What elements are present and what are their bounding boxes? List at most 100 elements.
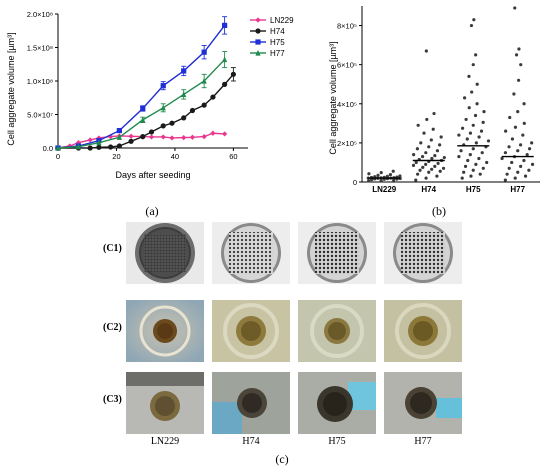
data-point (442, 155, 446, 160)
data-point (457, 133, 461, 137)
closeup-image (298, 372, 376, 434)
data-point (468, 153, 472, 157)
scatter-chart: 0 2×10⁵ 4×10⁵ 6×10⁵ 8×10⁵ Cell aggregate volu… (328, 6, 540, 194)
legend-label: H77 (270, 49, 285, 58)
data-point (391, 169, 395, 173)
data-point (522, 121, 526, 125)
series-line (57, 24, 226, 149)
data-point (517, 47, 521, 51)
data-point (519, 63, 523, 67)
data-point (475, 102, 479, 106)
data-point (463, 96, 467, 100)
data-point (477, 156, 481, 161)
data-point (128, 133, 134, 139)
x-tick-label: H75 (466, 185, 481, 194)
data-point (222, 131, 228, 137)
data-point (459, 149, 463, 153)
data-point (471, 168, 475, 172)
data-point (181, 135, 187, 141)
data-point (519, 164, 523, 168)
data-point (469, 23, 474, 28)
legend: LN229 H74 H75 H77 (250, 16, 294, 58)
data-point (418, 168, 422, 172)
data-point (75, 143, 82, 150)
data-point (255, 49, 261, 56)
data-point (433, 154, 437, 158)
data-point (481, 120, 485, 124)
data-point (468, 131, 473, 135)
data-point (479, 129, 484, 133)
data-point (514, 53, 519, 57)
data-point (513, 176, 517, 180)
data-point (475, 82, 479, 86)
data-point (411, 163, 416, 167)
data-point (189, 134, 196, 140)
data-point (416, 123, 420, 127)
data-point (510, 160, 514, 165)
data-point (222, 56, 228, 63)
legend-label: LN229 (270, 16, 294, 25)
data-point (503, 151, 508, 155)
data-point (160, 104, 166, 111)
points-ln229 (366, 169, 402, 183)
data-point (530, 162, 535, 166)
data-point (420, 154, 425, 159)
data-point (222, 22, 228, 28)
well-plate-image (126, 222, 204, 284)
data-point (398, 174, 402, 178)
points-h77 (500, 6, 535, 182)
data-point (230, 71, 236, 77)
data-point (160, 134, 166, 140)
data-point (140, 116, 146, 123)
data-point (518, 143, 523, 147)
data-point (367, 172, 371, 176)
data-point (486, 139, 491, 143)
data-point (439, 135, 443, 139)
data-point (210, 130, 216, 136)
spheroid-image (384, 300, 462, 362)
data-point (116, 143, 122, 149)
col-label-ln229: LN229 (150, 436, 180, 447)
data-point (462, 170, 466, 174)
legend-label: H74 (270, 27, 285, 36)
data-point (430, 156, 434, 161)
data-point (414, 160, 418, 165)
x-tick-label: LN229 (372, 185, 397, 194)
data-point (470, 90, 474, 94)
data-point (96, 139, 102, 146)
data-point (530, 141, 534, 145)
spheroid-image (298, 300, 376, 362)
data-point (510, 137, 515, 141)
x-axis-label: Days after seeding (115, 170, 190, 180)
data-point (116, 134, 122, 140)
y-tick-label: 0 (353, 178, 357, 187)
data-point (435, 174, 439, 178)
data-point (416, 172, 420, 176)
data-point (424, 49, 428, 53)
well-plate-image (298, 222, 376, 284)
data-point (521, 133, 525, 137)
y-tick-label: 1.0×10⁸ (27, 77, 53, 86)
data-point (513, 6, 517, 10)
data-point (457, 154, 461, 159)
data-point (481, 166, 485, 170)
data-point (415, 147, 419, 151)
data-point (429, 138, 433, 142)
data-point (140, 105, 146, 112)
data-point (431, 127, 435, 131)
data-point (508, 115, 512, 120)
data-point (522, 102, 526, 106)
points-h74 (411, 49, 446, 182)
x-tick-label: H77 (510, 185, 525, 194)
data-point (255, 17, 261, 23)
data-point (465, 137, 469, 141)
y-tick-label: 0.0 (43, 144, 53, 153)
data-point (474, 53, 478, 57)
data-point (500, 156, 504, 161)
data-point (523, 174, 528, 178)
col-label-h75: H75 (328, 436, 346, 447)
spheroid-image (212, 300, 290, 362)
data-point (471, 123, 475, 127)
data-point (201, 134, 207, 140)
